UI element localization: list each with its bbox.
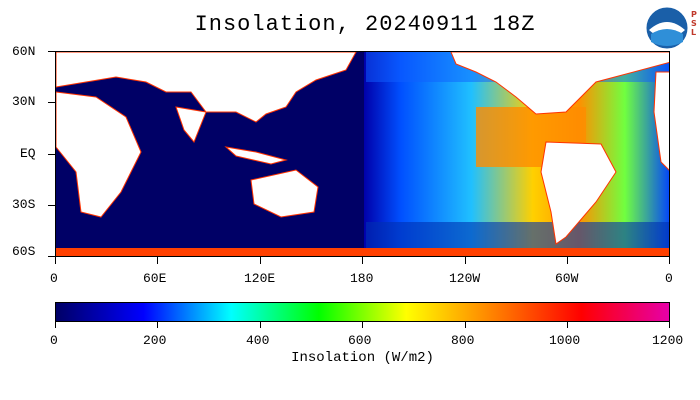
australia-land — [250, 169, 319, 218]
psl-letter-l: L — [691, 28, 697, 37]
colorbar-tick — [465, 322, 466, 328]
colorbar-tick — [157, 322, 158, 328]
south-america-land — [540, 141, 617, 245]
lat-label: 60S — [12, 244, 36, 259]
colorbar-tick-label: 1200 — [652, 333, 684, 348]
lat-tick — [48, 51, 55, 52]
lon-label: 120W — [449, 271, 481, 286]
colorbar-tick — [260, 322, 261, 328]
colorbar-tick-label: 600 — [348, 333, 372, 348]
map-title: Insolation, 20240911 18Z — [194, 12, 536, 37]
lon-tick — [260, 257, 261, 264]
colorbar-tick — [669, 322, 670, 328]
lon-label: 60E — [143, 271, 167, 286]
colorbar-tick — [567, 322, 568, 328]
lon-tick — [567, 257, 568, 264]
lat-label: 30N — [12, 94, 36, 109]
colorbar-tick-label: 200 — [143, 333, 167, 348]
north-america-land — [450, 52, 669, 115]
colorbar-tick-label: 1000 — [549, 333, 581, 348]
europe-africa-edge-land — [653, 71, 669, 171]
india-land — [175, 106, 207, 143]
lat-label: EQ — [20, 146, 36, 161]
lon-label: 0 — [665, 271, 673, 286]
indonesia-land — [224, 146, 288, 165]
psl-tag: P S L — [691, 10, 697, 37]
lon-label: 0 — [50, 271, 58, 286]
colorbar-tick-label: 800 — [451, 333, 475, 348]
psl-letter-s: S — [691, 19, 697, 28]
eurasia-land — [56, 52, 357, 123]
colorbar — [55, 302, 670, 322]
colorbar-tick — [55, 322, 56, 328]
colorbar-tick — [362, 322, 363, 328]
colorbar-tick-label: 0 — [50, 333, 58, 348]
lat-tick — [48, 256, 55, 257]
lon-tick — [55, 257, 56, 264]
lon-tick — [157, 257, 158, 264]
lon-tick — [669, 257, 670, 264]
insolation-map — [55, 51, 670, 257]
lat-label: 30S — [12, 197, 36, 212]
lon-tick — [362, 257, 363, 264]
lon-tick — [465, 257, 466, 264]
africa-land — [56, 91, 142, 218]
lon-label: 120E — [244, 271, 276, 286]
antarctic-band — [56, 248, 669, 256]
map-canvas — [56, 52, 669, 256]
lat-tick — [48, 154, 55, 155]
lon-label: 180 — [350, 271, 374, 286]
lat-tick — [48, 102, 55, 103]
colorbar-title: Insolation (W/m2) — [291, 350, 434, 366]
lat-label: 60N — [12, 44, 36, 59]
psl-letter-p: P — [691, 10, 697, 19]
lon-label: 60W — [555, 271, 579, 286]
colorbar-tick-label: 400 — [246, 333, 270, 348]
lat-tick — [48, 205, 55, 206]
noaa-logo — [645, 6, 689, 50]
